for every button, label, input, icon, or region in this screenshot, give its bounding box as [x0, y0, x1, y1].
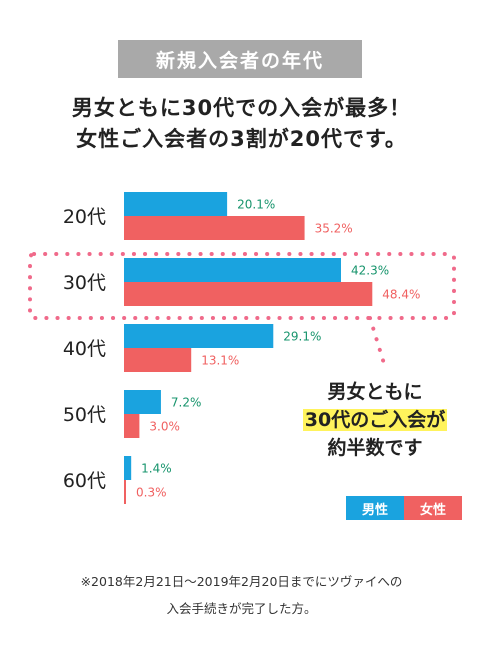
male-bar-30	[124, 258, 341, 282]
category-label-60: 60代	[63, 470, 106, 492]
female-bar-40	[124, 348, 192, 372]
callout-line-3: 約半数です	[327, 437, 423, 459]
legend: 男性 女性	[346, 496, 462, 520]
male-value-label-30: 42.3%	[351, 264, 389, 278]
bar-chart: 20代 20.1% 35.2% 30代 42.3% 48.4% 40代 29.1% 13.1% 5…	[28, 192, 456, 504]
female-value-label-60: 0.3%	[136, 486, 167, 500]
female-value-label-40: 13.1%	[201, 354, 239, 368]
headline-line-1: 男女ともに30代での入会が最多！	[71, 96, 412, 120]
callout-text: 男女ともに 30代のご入会が 約半数です	[290, 378, 460, 462]
female-value-label-50: 3.0%	[149, 420, 180, 434]
female-bar-30	[124, 282, 373, 306]
callout-connector	[368, 316, 388, 372]
female-value-label-20: 35.2%	[315, 222, 353, 236]
footnote-line-2: 入会手続きが完了した方。	[166, 601, 317, 616]
legend-male: 男性	[346, 496, 404, 520]
female-bar-20	[124, 216, 305, 240]
headline-line-2: 女性ご入会者の3割が20代です。	[76, 127, 407, 151]
category-label-50: 50代	[63, 404, 106, 426]
category-label-20: 20代	[63, 206, 106, 228]
category-label-40: 40代	[63, 338, 106, 360]
male-value-label-50: 7.2%	[171, 396, 202, 410]
male-bar-40	[124, 324, 274, 348]
highlight-box	[28, 252, 456, 320]
male-value-label-40: 29.1%	[283, 330, 321, 344]
male-bar-60	[124, 456, 132, 480]
callout-line-2: 30代のご入会が	[302, 409, 448, 431]
male-value-label-20: 20.1%	[237, 198, 275, 212]
callout-line-1: 男女ともに	[327, 381, 423, 403]
female-value-label-30: 48.4%	[382, 288, 420, 302]
legend-female: 女性	[404, 496, 462, 520]
male-value-label-60: 1.4%	[141, 462, 172, 476]
female-bar-50	[124, 414, 140, 438]
male-bar-50	[124, 390, 161, 414]
male-bar-20	[124, 192, 228, 216]
female-bar-60	[124, 480, 126, 504]
footnote-line-1: ※2018年2月21日〜2019年2月20日までにツヴァイへの	[80, 574, 403, 589]
chart-title-badge: 新規入会者の年代	[118, 40, 362, 78]
category-label-30: 30代	[63, 272, 106, 294]
